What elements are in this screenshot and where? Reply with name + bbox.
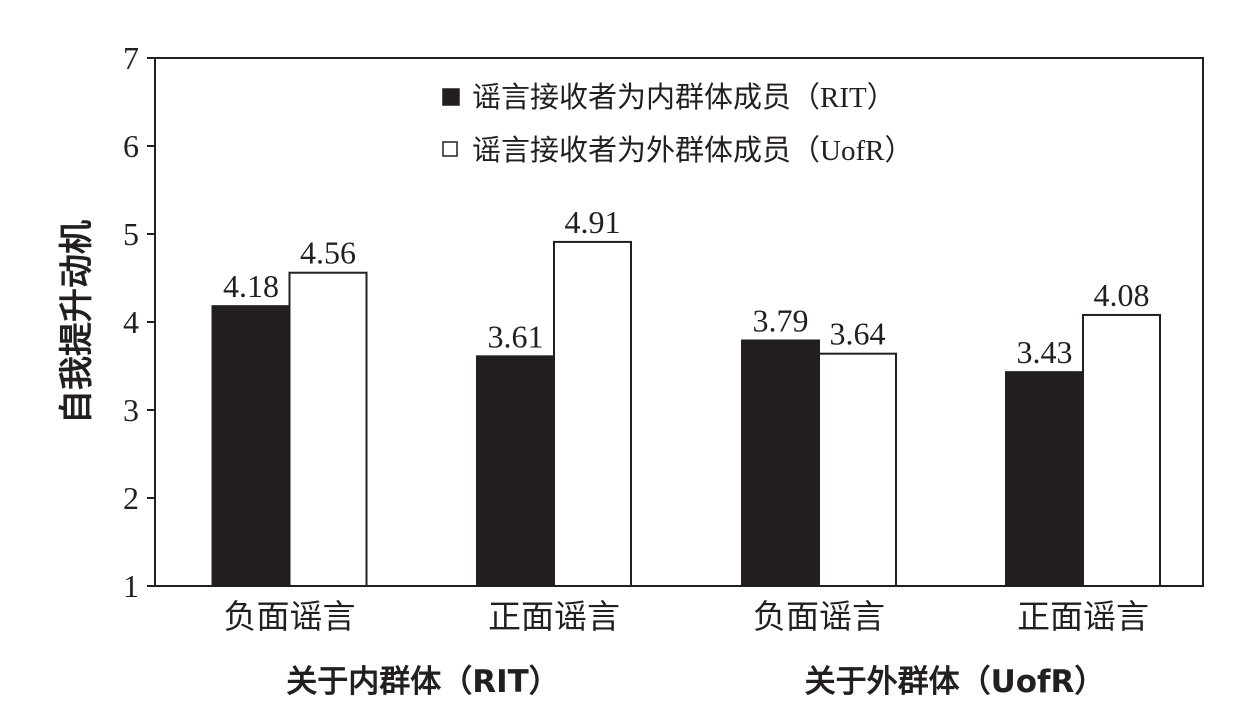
bar-outgroup-receiver (553, 240, 632, 587)
legend-label-outgroup-receiver: 谣言接收者为外群体成员（UofR） (472, 134, 913, 167)
bar-value-label: 3.61 (488, 318, 544, 354)
bar-data-labels: 4.18 4.56 3.61 4.91 3.79 3.64 3.43 4.08 (223, 204, 1150, 370)
bar-value-label: 4.91 (565, 204, 621, 240)
legend-swatch-ingroup-receiver (442, 88, 460, 106)
bar-outgroup-receiver (1082, 313, 1161, 587)
bar-ingroup-receiver (1005, 371, 1084, 587)
x-tick-label: 负面谣言 (224, 599, 356, 636)
bar-series (211, 240, 1161, 588)
y-tick-label: 4 (123, 304, 139, 340)
group-label-outgroup: 关于外群体（UofR） (805, 664, 1106, 700)
bar-value-label: 4.18 (223, 268, 279, 304)
bar-outgroup-receiver (818, 352, 897, 587)
x-tick-label: 正面谣言 (1017, 599, 1149, 636)
x-axis-tick-labels: 负面谣言 正面谣言 负面谣言 正面谣言 (224, 599, 1150, 636)
bar-value-label: 3.64 (830, 316, 886, 352)
legend-label-ingroup-receiver: 谣言接收者为内群体成员（RIT） (472, 81, 896, 114)
y-tick-label: 6 (123, 128, 139, 164)
y-tick-label: 1 (123, 568, 139, 604)
y-tick-label: 2 (123, 480, 139, 516)
y-axis-ticks: 1 2 3 4 5 6 7 (123, 40, 155, 604)
bar-value-label: 3.43 (1017, 334, 1073, 370)
bar-outgroup-receiver (288, 271, 368, 587)
legend: 谣言接收者为内群体成员（RIT） 谣言接收者为外群体成员（UofR） (442, 81, 913, 167)
group-label-ingroup: 关于内群体（RIT） (286, 664, 560, 700)
y-axis-label: 自我提升动机 (57, 220, 97, 424)
y-tick-label: 5 (123, 216, 139, 252)
y-tick-label: 3 (123, 392, 139, 428)
bar-value-label: 4.08 (1094, 277, 1150, 313)
bar-value-label: 3.79 (753, 302, 809, 338)
legend-swatch-outgroup-receiver (442, 141, 458, 157)
bar-ingroup-receiver (476, 355, 555, 587)
bar-ingroup-receiver (741, 339, 820, 588)
y-tick-label: 7 (123, 40, 139, 76)
x-tick-label: 负面谣言 (753, 599, 885, 636)
x-tick-label: 正面谣言 (488, 599, 620, 636)
bar-value-label: 4.56 (300, 235, 356, 271)
bar-ingroup-receiver (211, 305, 291, 587)
